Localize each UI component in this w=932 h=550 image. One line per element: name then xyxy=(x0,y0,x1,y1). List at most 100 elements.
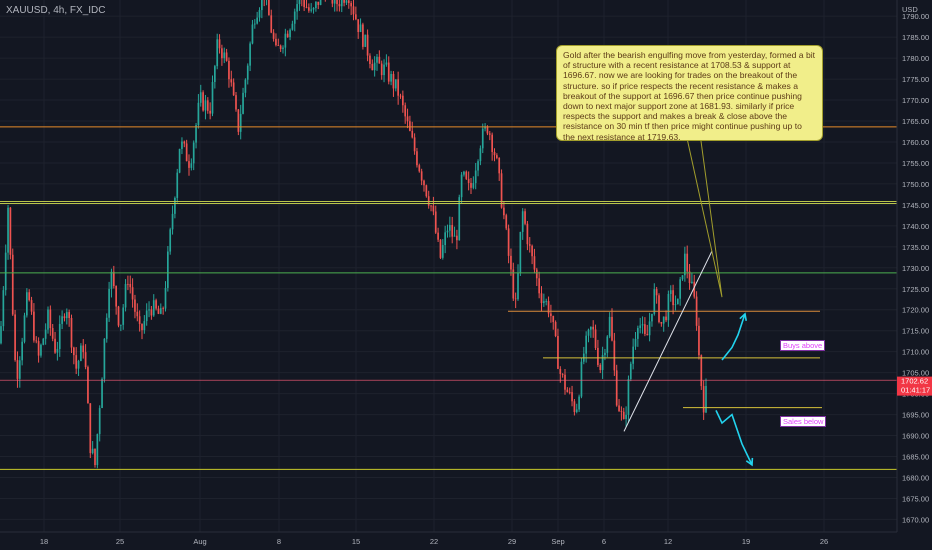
candle-body xyxy=(409,121,411,131)
annotation-callout[interactable]: Gold after the bearish engulfing move fr… xyxy=(556,45,823,141)
candle-body xyxy=(89,403,92,454)
candle-body xyxy=(411,130,414,138)
candle-body xyxy=(622,411,625,419)
candle-body xyxy=(481,128,484,149)
candle-body xyxy=(232,82,235,96)
candle-body xyxy=(634,338,637,347)
candle-body xyxy=(503,207,505,216)
candle-body xyxy=(28,292,31,301)
candle-body xyxy=(73,347,75,356)
candle-body xyxy=(214,66,216,82)
time-tick-label: 6 xyxy=(602,537,606,546)
trendline[interactable] xyxy=(623,250,713,432)
candle-body xyxy=(305,7,308,8)
candle-body xyxy=(340,0,343,7)
candle-body xyxy=(355,14,357,20)
candle-body xyxy=(387,62,390,82)
candle-body xyxy=(251,24,254,44)
candle-body xyxy=(629,363,632,380)
last-price-badge xyxy=(897,376,932,396)
price-tick-label: 1745.00 xyxy=(902,201,929,210)
candle-body xyxy=(54,338,56,353)
candle-body xyxy=(105,317,108,339)
candle-body xyxy=(131,287,134,300)
candle-body xyxy=(192,142,195,164)
candle-body xyxy=(242,92,244,114)
candle-body xyxy=(444,232,446,246)
candle-body xyxy=(364,34,367,47)
candle-body xyxy=(493,151,496,156)
time-axis[interactable] xyxy=(0,532,932,550)
price-tick-label: 1720.00 xyxy=(902,306,929,315)
price-axis[interactable] xyxy=(897,0,932,550)
candle-body xyxy=(277,45,280,46)
candle-body xyxy=(176,172,179,198)
candle-body xyxy=(258,10,261,18)
candle-body xyxy=(662,316,665,324)
projection-arrow-down[interactable] xyxy=(715,410,753,466)
candle-body xyxy=(552,315,555,323)
buys-above-label[interactable]: Buys above xyxy=(780,340,826,351)
price-tick-label: 1680.00 xyxy=(902,473,929,482)
symbol-title[interactable]: XAUUSD, 4h, FX_IDC xyxy=(6,5,106,16)
candle-body xyxy=(416,151,418,166)
candle-body xyxy=(23,315,26,342)
candle-body xyxy=(644,324,646,335)
candle-body xyxy=(108,288,110,318)
candle-body xyxy=(129,283,132,288)
candle-body xyxy=(423,180,425,186)
projection-arrow-up[interactable] xyxy=(721,313,746,361)
candle-body xyxy=(474,170,477,184)
candle-body xyxy=(390,73,392,82)
candle-body xyxy=(143,321,146,331)
candle-body xyxy=(68,312,70,319)
candle-body xyxy=(514,298,517,300)
candle-body xyxy=(467,178,470,183)
candle-body xyxy=(700,355,703,387)
price-tick-label: 1770.00 xyxy=(902,96,929,105)
sales-below-label[interactable]: Sales below xyxy=(780,416,827,427)
candle-body xyxy=(204,100,207,111)
candle-body xyxy=(221,48,223,59)
candle-body xyxy=(162,308,164,309)
candle-body xyxy=(521,211,524,232)
candle-body xyxy=(202,92,204,111)
candle-body xyxy=(639,325,642,329)
candle-body xyxy=(80,345,82,362)
candle-body xyxy=(599,364,602,371)
candle-body xyxy=(2,290,5,327)
candle-body xyxy=(561,373,564,375)
candle-body xyxy=(286,33,289,38)
candle-body xyxy=(378,56,381,64)
candle-body xyxy=(380,63,383,76)
candle-body xyxy=(338,4,341,7)
candle-body xyxy=(296,4,298,12)
candle-body xyxy=(343,0,345,3)
candle-body xyxy=(681,275,684,280)
candle-body xyxy=(404,105,407,117)
candle-body xyxy=(585,335,587,354)
candle-body xyxy=(477,161,479,171)
price-tick-label: 1765.00 xyxy=(902,117,929,126)
price-tick-label: 1690.00 xyxy=(902,432,929,441)
price-tick-label: 1670.00 xyxy=(902,515,929,524)
candle-body xyxy=(124,283,127,308)
candle-body xyxy=(84,352,87,368)
candle-body xyxy=(453,235,456,237)
candle-body xyxy=(115,286,117,307)
candle-body xyxy=(580,361,583,397)
candle-body xyxy=(406,116,409,122)
candle-body xyxy=(705,385,707,413)
candle-body xyxy=(42,338,45,345)
candle-body xyxy=(77,361,80,369)
candle-body xyxy=(136,311,139,317)
time-tick-label: 18 xyxy=(40,537,48,546)
candle-body xyxy=(660,322,663,324)
candle-body xyxy=(484,126,486,129)
candle-body xyxy=(439,239,442,258)
candle-body xyxy=(315,1,317,9)
candle-body xyxy=(195,125,197,143)
candle-body xyxy=(98,408,101,435)
candle-body xyxy=(686,253,689,272)
candle-body xyxy=(56,348,59,353)
